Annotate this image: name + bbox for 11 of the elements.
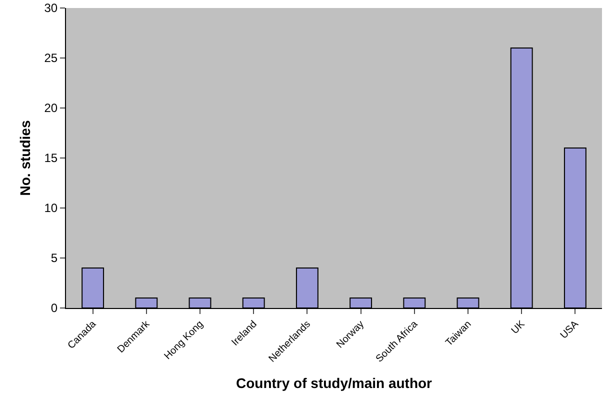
y-tick-label: 10 (44, 201, 58, 216)
y-tick-label: 5 (50, 251, 58, 266)
y-tick-label: 30 (44, 1, 58, 16)
x-tick-label: UK (510, 318, 528, 336)
y-axis-title: No. studies (16, 120, 33, 196)
x-tick-label: USA (558, 318, 582, 342)
y-tick-label: 25 (44, 51, 58, 66)
y-tick-label: 20 (44, 101, 58, 116)
y-tick-label: 0 (50, 301, 58, 316)
y-tick-label: 15 (44, 151, 58, 166)
x-axis-title: Country of study/main author (236, 375, 433, 392)
